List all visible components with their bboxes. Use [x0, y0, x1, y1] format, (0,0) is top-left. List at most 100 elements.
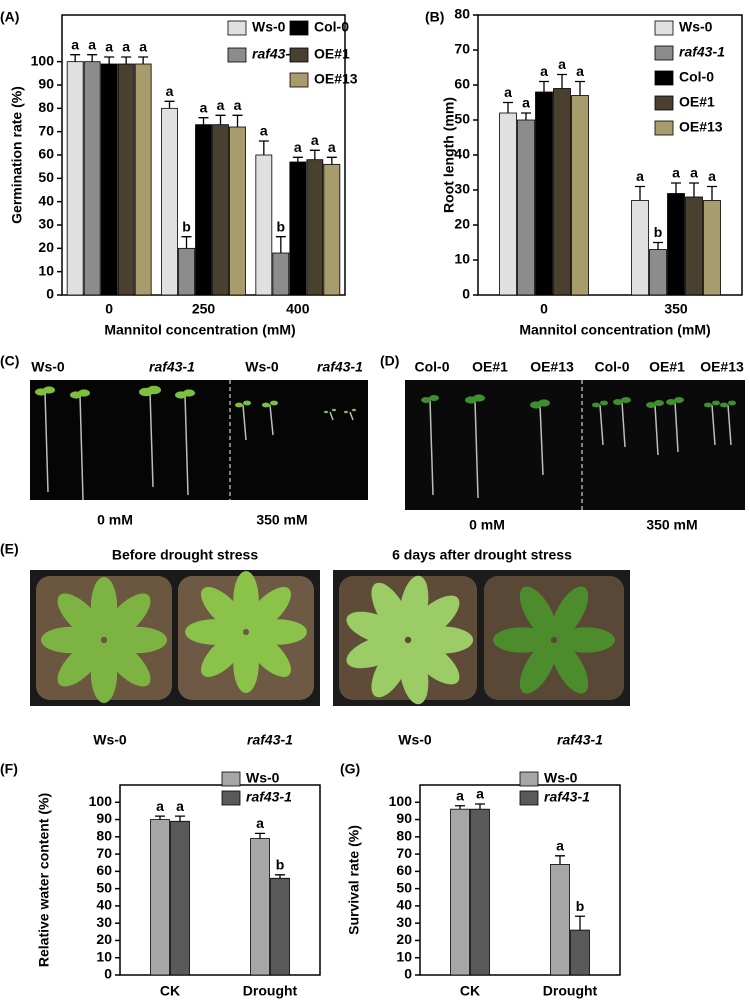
y-tick-label: 0	[104, 966, 112, 982]
leaf	[519, 641, 557, 694]
y-tick-label: 40	[38, 192, 54, 208]
seedling-leaf	[262, 402, 270, 408]
photo-label: Ws-0	[398, 732, 432, 748]
y-tick-label: 60	[38, 146, 54, 162]
photo-label: Col-0	[415, 359, 450, 375]
error-bar	[275, 874, 285, 879]
bar	[83, 61, 101, 296]
seedling-leaf	[674, 397, 684, 403]
y-tick-label: 100	[389, 793, 413, 809]
legend-label: raf43-1	[679, 44, 725, 60]
leaf	[371, 641, 411, 698]
leaf	[551, 586, 589, 639]
y-tick-label: 90	[96, 810, 112, 826]
bar	[195, 124, 212, 296]
bar	[170, 820, 190, 976]
bar	[178, 247, 195, 296]
y-tick-label: 10	[454, 251, 470, 267]
bar	[270, 877, 290, 976]
y-tick-label: 20	[396, 931, 412, 947]
panel-label: (E)	[0, 541, 19, 557]
bar	[550, 864, 570, 976]
bar	[255, 154, 273, 296]
error-bar	[175, 815, 185, 822]
error-bar	[503, 101, 513, 113]
significance-label: a	[540, 63, 548, 79]
significance-label: a	[690, 165, 698, 181]
legend-label: OE#1	[314, 46, 350, 62]
significance-label: b	[654, 224, 663, 240]
y-tick-label: 40	[454, 146, 470, 162]
y-tick-label: 80	[454, 6, 470, 22]
leaf	[246, 632, 291, 677]
bar	[535, 91, 553, 296]
leaf	[246, 587, 291, 632]
significance-label: a	[176, 798, 184, 814]
leaf	[493, 627, 552, 653]
seedling-root	[539, 404, 544, 476]
x-tick-label: Drought	[243, 983, 298, 999]
legend-label: raf43-1	[544, 789, 590, 805]
significance-label: a	[156, 798, 164, 814]
seedling-root	[674, 401, 679, 453]
error-bar	[138, 56, 149, 64]
photo-label: raf43-1	[317, 359, 363, 375]
seedling-leaf	[654, 400, 664, 406]
significance-label: a	[122, 39, 130, 55]
legend-swatch	[519, 771, 539, 787]
panel-label: (G)	[340, 761, 360, 777]
y-tick-label: 20	[96, 931, 112, 947]
legend-label: OE#1	[679, 94, 715, 110]
error-bar	[70, 54, 81, 62]
seedling-root	[184, 394, 189, 496]
error-bar	[557, 73, 567, 89]
significance-label: a	[105, 39, 113, 55]
legend-swatch	[289, 47, 309, 63]
y-tick-label: 50	[96, 879, 112, 895]
y-tick-label: 40	[396, 897, 412, 913]
significance-label: a	[294, 139, 302, 155]
y-tick-label: 100	[31, 52, 55, 68]
error-bar	[689, 182, 699, 197]
error-bar	[326, 156, 337, 165]
x-tick-label: Drought	[543, 983, 598, 999]
y-tick-label: 80	[96, 828, 112, 844]
leaf	[57, 640, 104, 687]
seedling-root	[242, 404, 247, 441]
error-bar	[707, 185, 717, 201]
error-bar	[292, 156, 303, 162]
error-bar	[555, 855, 565, 865]
panel-label: (C)	[0, 353, 19, 369]
seedling-leaf	[646, 402, 656, 408]
bar	[323, 163, 341, 296]
y-tick-label: 0	[404, 966, 412, 982]
bar	[212, 124, 229, 296]
significance-label: a	[504, 84, 512, 100]
photo-label: Ws-0	[31, 359, 65, 375]
error-bar	[575, 915, 585, 931]
x-tick-label: 250	[192, 301, 216, 317]
seedling-leaf	[324, 410, 328, 414]
photo	[30, 380, 368, 500]
y-tick-label: 40	[96, 897, 112, 913]
photo-label: OE#1	[472, 359, 508, 375]
seedling-root	[349, 411, 354, 421]
error-bar	[475, 803, 485, 810]
y-tick-label: 0	[46, 286, 54, 302]
y-tick-label: 70	[38, 122, 54, 138]
bar	[100, 63, 118, 296]
bar	[272, 252, 290, 296]
significance-label: a	[256, 815, 264, 831]
seedling-leaf	[43, 386, 55, 394]
photo-label: Ws-0	[93, 732, 127, 748]
significance-label: a	[708, 168, 716, 184]
leaf	[57, 593, 104, 640]
seedling-leaf	[592, 402, 600, 408]
seedling-leaf	[666, 399, 676, 405]
y-tick-label: 20	[454, 216, 470, 232]
seedling-leaf	[712, 400, 720, 406]
error-bar	[575, 80, 585, 96]
seedling-root	[44, 391, 49, 493]
y-axis-label: Germination rate (%)	[9, 86, 25, 224]
